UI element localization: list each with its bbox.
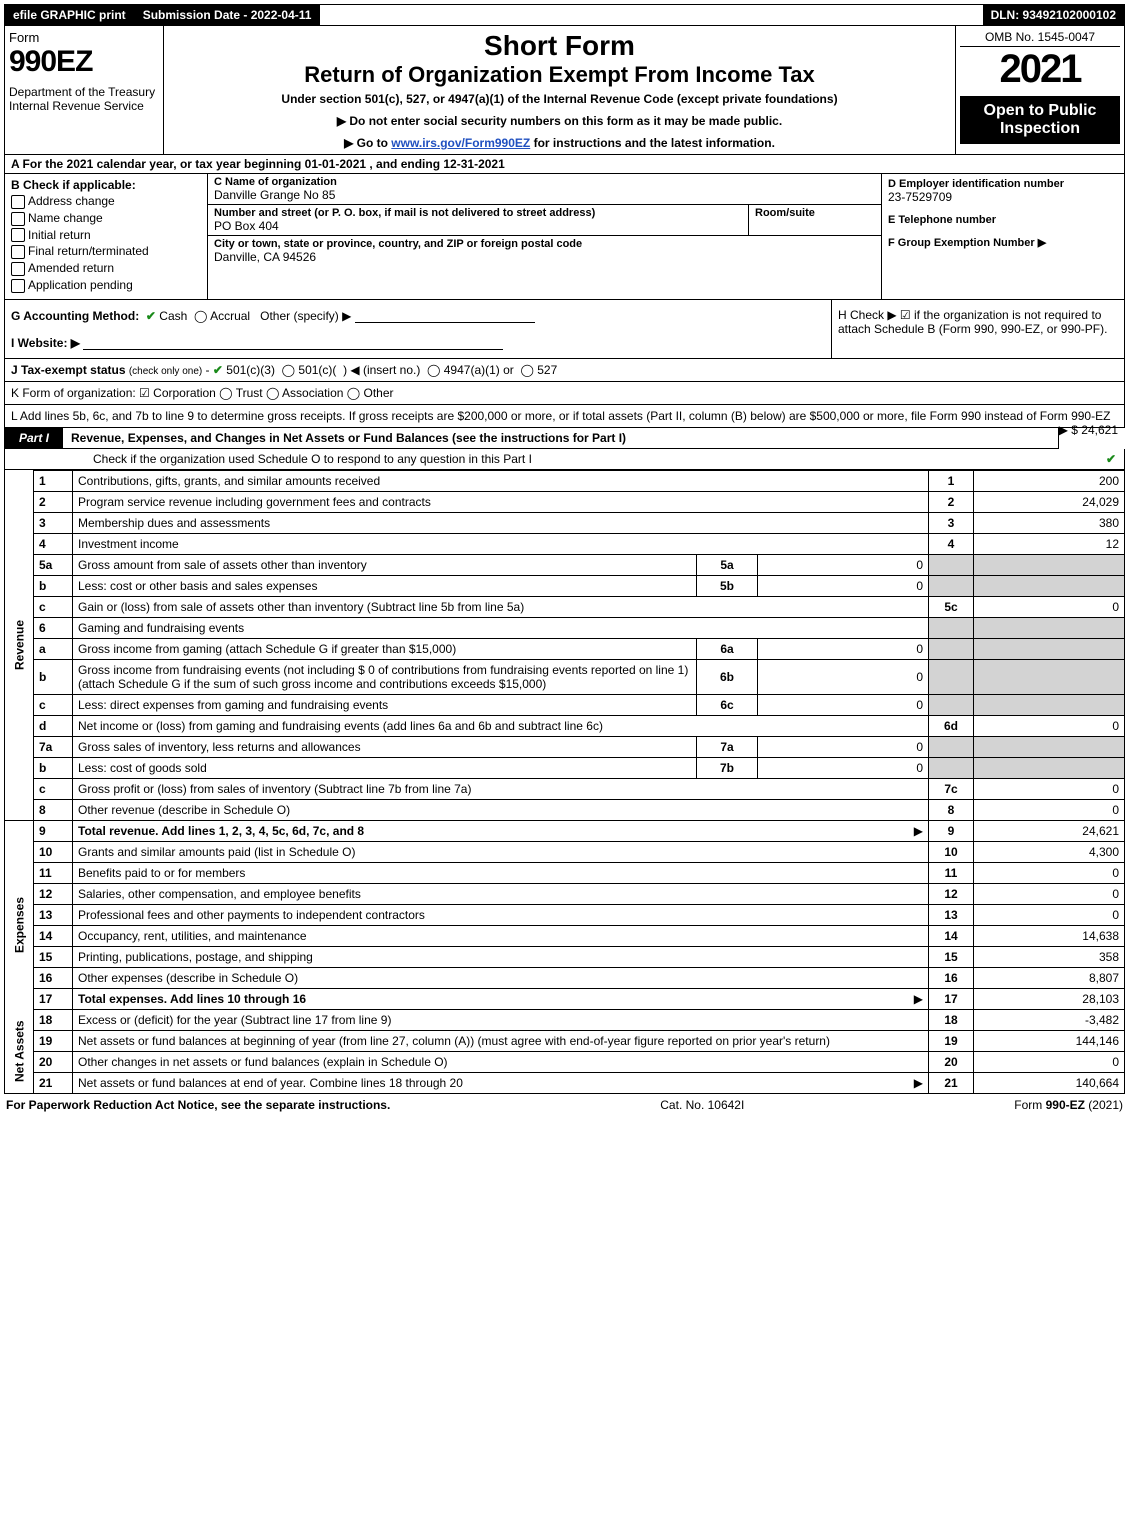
line13-value: 0	[974, 904, 1125, 925]
efile-print[interactable]: efile GRAPHIC print	[5, 5, 135, 25]
line16-value: 8,807	[974, 967, 1125, 988]
row-gh: G Accounting Method: Cash ◯ Accrual Othe…	[4, 300, 1125, 359]
line14-value: 14,638	[974, 925, 1125, 946]
chk-name-change[interactable]: Name change	[11, 211, 201, 226]
line7c-value: 0	[974, 778, 1125, 799]
instruction-goto: ▶ Go to www.irs.gov/Form990EZ for instru…	[168, 136, 951, 150]
part1-sub: Check if the organization used Schedule …	[4, 449, 1125, 470]
ein-label: D Employer identification number	[888, 178, 1118, 190]
addr-label: Number and street (or P. O. box, if mail…	[214, 207, 742, 219]
line12-value: 0	[974, 883, 1125, 904]
line18-value: -3,482	[974, 1009, 1125, 1030]
line6a-value: 0	[758, 638, 929, 659]
form-word: Form	[9, 30, 159, 45]
room-label: Room/suite	[755, 207, 875, 219]
chk-final-return[interactable]: Final return/terminated	[11, 244, 201, 259]
row-j-tax-exempt: J Tax-exempt status (check only one) - 5…	[4, 359, 1125, 382]
part1-title: Revenue, Expenses, and Changes in Net As…	[63, 428, 1058, 448]
line5c-value: 0	[974, 596, 1125, 617]
other-specify-input[interactable]	[355, 308, 535, 323]
name-label: C Name of organization	[214, 176, 875, 188]
line8-value: 0	[974, 799, 1125, 820]
line19-value: 144,146	[974, 1030, 1125, 1051]
department: Department of the Treasury Internal Reve…	[9, 85, 159, 113]
short-form-title: Short Form	[168, 30, 951, 62]
line6c-value: 0	[758, 694, 929, 715]
cash-checkbox[interactable]	[146, 309, 156, 323]
line15-value: 358	[974, 946, 1125, 967]
col-b-checkboxes: B Check if applicable: Address change Na…	[5, 174, 208, 299]
row-k-org-form: K Form of organization: ☑ Corporation ◯ …	[4, 382, 1125, 405]
ein-value: 23-7529709	[888, 190, 1118, 204]
col-b-header: B Check if applicable:	[11, 178, 201, 192]
chk-address-change[interactable]: Address change	[11, 194, 201, 209]
line10-value: 4,300	[974, 841, 1125, 862]
501c3-checkbox[interactable]	[213, 363, 223, 377]
chk-amended-return[interactable]: Amended return	[11, 261, 201, 276]
row-l-gross-receipts: L Add lines 5b, 6c, and 7b to line 9 to …	[4, 405, 1125, 428]
part1-header: Part I Revenue, Expenses, and Changes in…	[4, 428, 1059, 449]
line6d-value: 0	[974, 715, 1125, 736]
phone-label: E Telephone number	[888, 214, 1118, 226]
paperwork-notice: For Paperwork Reduction Act Notice, see …	[6, 1098, 390, 1112]
line2-value: 24,029	[974, 491, 1125, 512]
line3-value: 380	[974, 512, 1125, 533]
under-section: Under section 501(c), 527, or 4947(a)(1)…	[168, 92, 951, 106]
org-address: PO Box 404	[214, 219, 742, 233]
line4-value: 12	[974, 533, 1125, 554]
row-a-tax-year: A For the 2021 calendar year, or tax yea…	[4, 155, 1125, 174]
expenses-section-label: Expenses	[5, 841, 34, 1009]
page-footer: For Paperwork Reduction Act Notice, see …	[4, 1094, 1125, 1116]
line1-value: 200	[974, 470, 1125, 491]
row-i-website: I Website: ▶	[11, 336, 80, 350]
row-h-schedule-b: H Check ▶ ☑ if the organization is not r…	[832, 300, 1124, 358]
form-header: Form 990EZ Department of the Treasury In…	[4, 26, 1125, 155]
col-c-org-info: C Name of organization Danville Grange N…	[208, 174, 882, 299]
catalog-number: Cat. No. 10642I	[660, 1098, 744, 1112]
form-number: 990EZ	[9, 45, 159, 79]
group-exemption-label: F Group Exemption Number ▶	[888, 236, 1118, 249]
revenue-section-label: Revenue	[5, 470, 34, 820]
omb-number: OMB No. 1545-0047	[960, 30, 1120, 47]
line5b-value: 0	[758, 575, 929, 596]
line5a-value: 0	[758, 554, 929, 575]
irs-link[interactable]: www.irs.gov/Form990EZ	[391, 136, 530, 150]
top-bar: efile GRAPHIC print Submission Date - 20…	[4, 4, 1125, 26]
header-right: OMB No. 1545-0047 2021 Open to Public In…	[956, 26, 1124, 154]
part1-label: Part I	[5, 428, 63, 448]
row-g-accounting: G Accounting Method: Cash ◯ Accrual Othe…	[5, 300, 832, 358]
line7a-value: 0	[758, 736, 929, 757]
tax-year: 2021	[960, 47, 1120, 92]
org-city: Danville, CA 94526	[214, 250, 875, 264]
line11-value: 0	[974, 862, 1125, 883]
chk-initial-return[interactable]: Initial return	[11, 228, 201, 243]
header-left: Form 990EZ Department of the Treasury In…	[5, 26, 164, 154]
line9-value: 24,621	[974, 820, 1125, 841]
line6b-value: 0	[758, 659, 929, 694]
website-input[interactable]	[83, 335, 503, 350]
open-to-public: Open to Public Inspection	[960, 96, 1120, 144]
line17-value: 28,103	[974, 988, 1125, 1009]
dln: DLN: 93492102000102	[983, 5, 1124, 25]
gross-receipts-amount: ▶ $ 24,621	[1059, 423, 1118, 437]
box-bcdef: B Check if applicable: Address change Na…	[4, 174, 1125, 300]
org-name: Danville Grange No 85	[214, 188, 875, 202]
line21-value: 140,664	[974, 1072, 1125, 1093]
line7b-value: 0	[758, 757, 929, 778]
instruction-ssn: ▶ Do not enter social security numbers o…	[168, 114, 951, 128]
chk-application-pending[interactable]: Application pending	[11, 278, 201, 293]
line20-value: 0	[974, 1051, 1125, 1072]
revenue-table: Revenue 1 Contributions, gifts, grants, …	[4, 470, 1125, 1094]
col-def: D Employer identification number 23-7529…	[882, 174, 1124, 299]
form-id-footer: Form 990-EZ (2021)	[1014, 1098, 1123, 1112]
return-title: Return of Organization Exempt From Incom…	[168, 62, 951, 88]
submission-date: Submission Date - 2022-04-11	[135, 5, 321, 25]
header-center: Short Form Return of Organization Exempt…	[164, 26, 956, 154]
schedule-o-checkbox[interactable]	[1106, 452, 1116, 466]
city-label: City or town, state or province, country…	[214, 238, 875, 250]
net-assets-section-label: Net Assets	[5, 1009, 34, 1093]
